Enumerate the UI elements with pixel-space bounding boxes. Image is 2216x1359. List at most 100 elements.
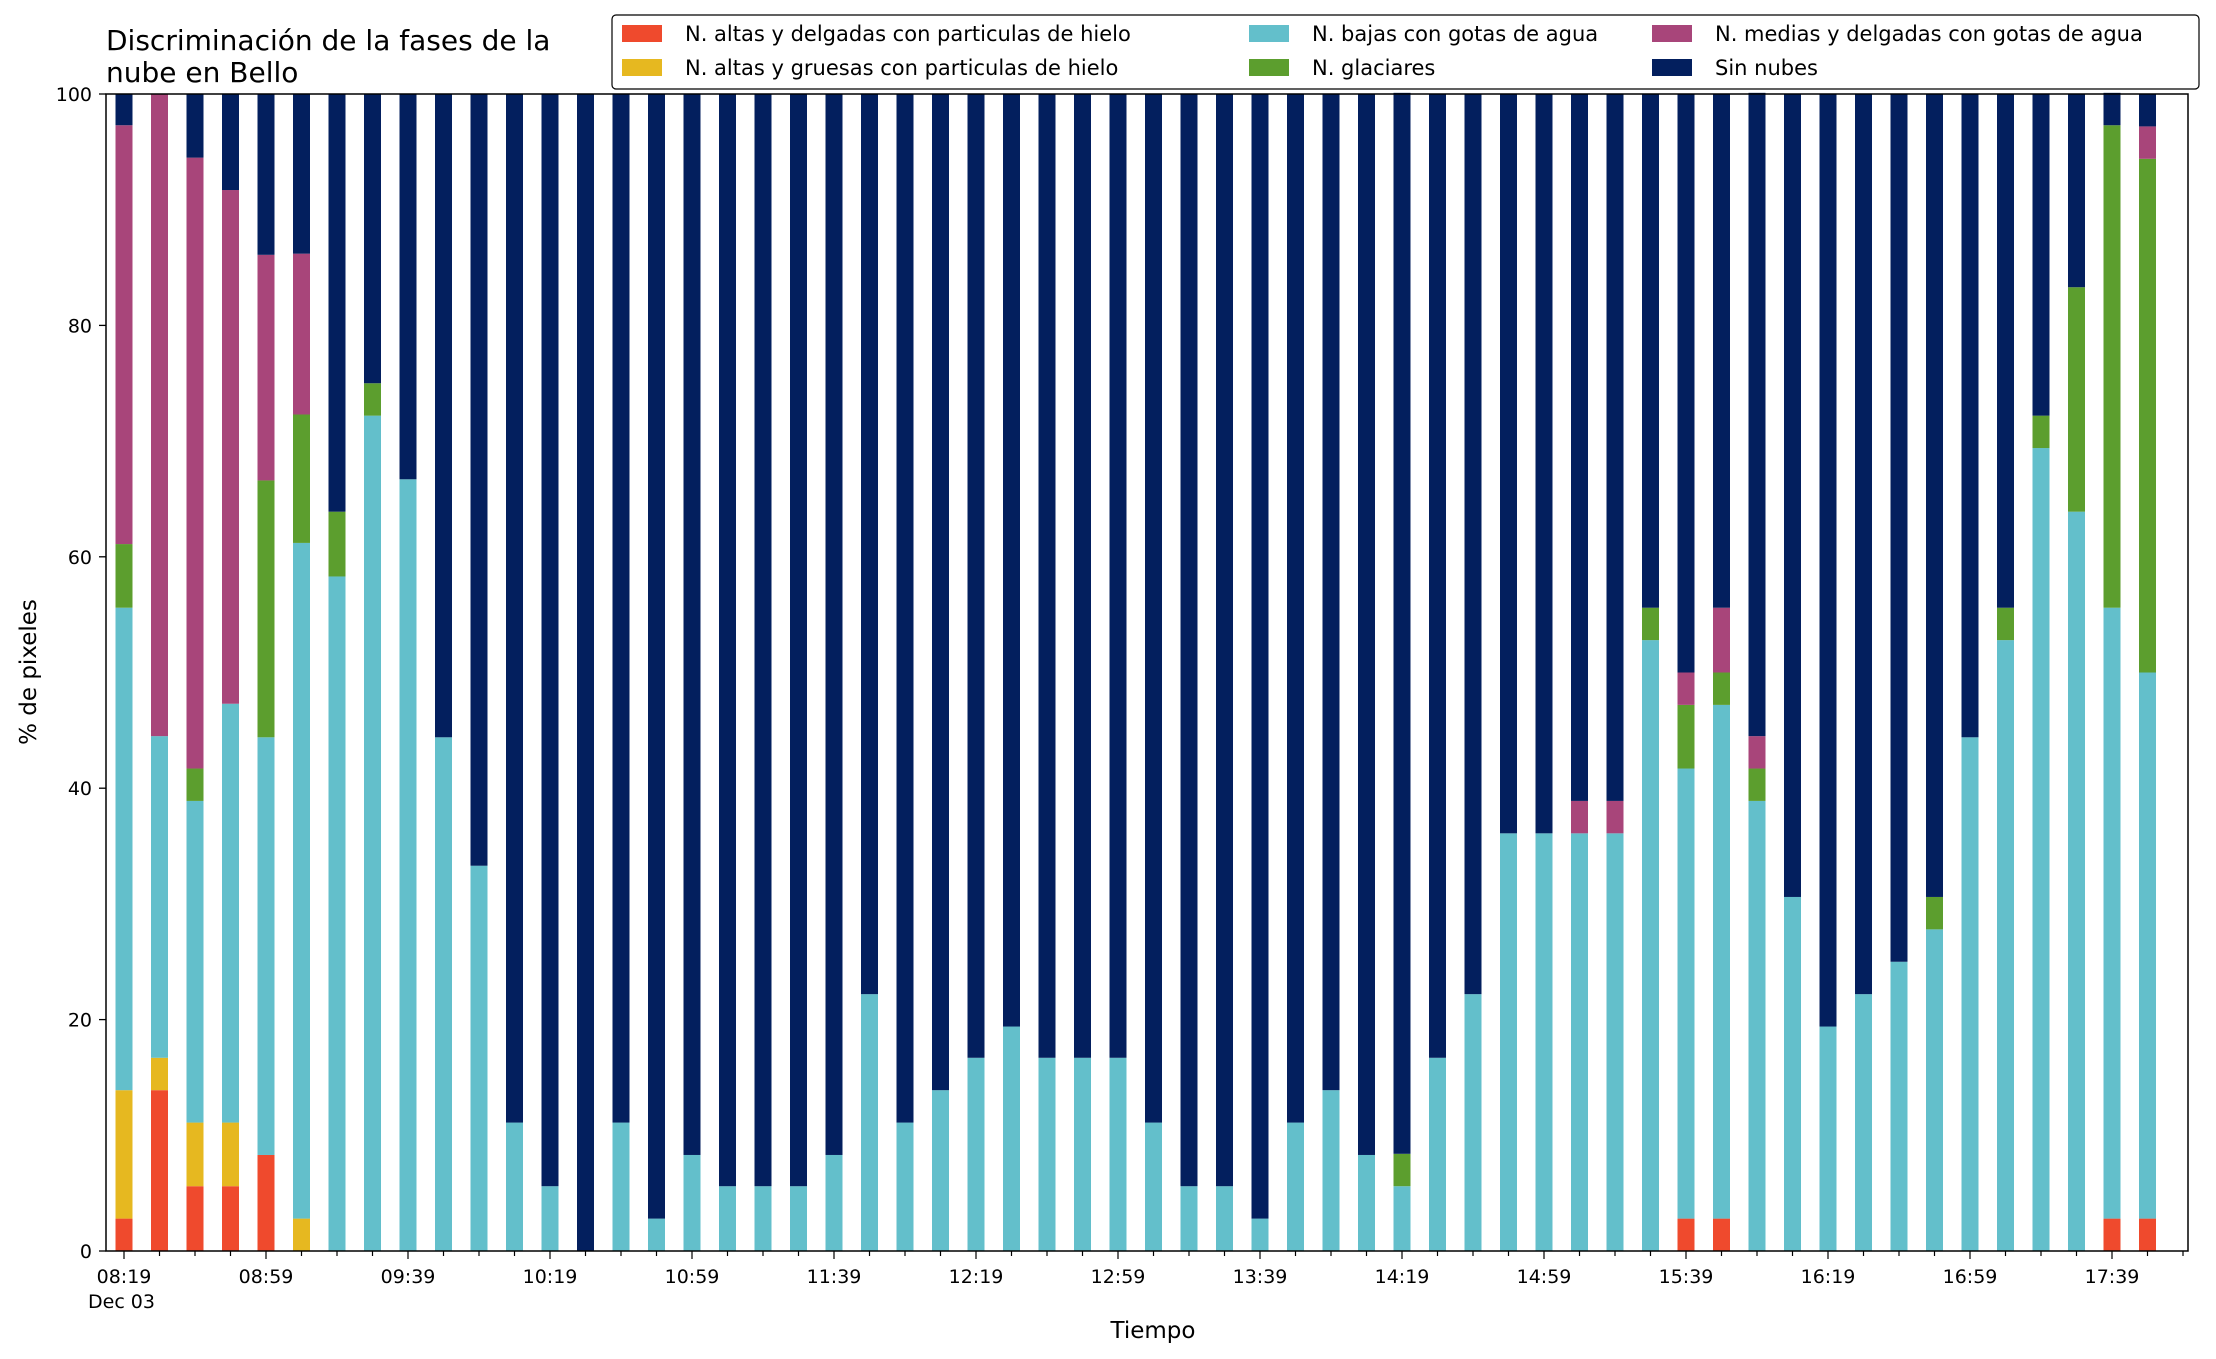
bar-segment (1926, 94, 1943, 897)
bar-segment (2103, 607, 2121, 1219)
bar-segment (932, 1090, 949, 1251)
x-tick-sublabel: Dec 03 (88, 1291, 155, 1313)
y-tick-label: 40 (68, 778, 92, 800)
bar-segment (2032, 415, 2050, 449)
bar-segment (1961, 94, 1979, 738)
bar-segment (1606, 94, 1624, 801)
bar-segment (967, 94, 985, 1058)
bar-segment (1074, 94, 1091, 1058)
bar-segment (1109, 1057, 1127, 1251)
bar-segment (222, 1122, 239, 1187)
bar-segment (2032, 448, 2050, 1251)
bar-segment (115, 125, 133, 545)
bar-segment (435, 737, 452, 1251)
bar-segment (1748, 736, 1766, 769)
bar-segment (1677, 672, 1695, 705)
bar-segment (612, 1122, 630, 1251)
bar-segment (577, 94, 594, 1251)
legend-label: N. altas y delgadas con particulas de hi… (685, 22, 1131, 46)
bar-segment (470, 865, 488, 1251)
bar-segment (1606, 800, 1624, 834)
bar-segment (222, 94, 239, 191)
bar-segment (1571, 94, 1588, 801)
bar-segment (896, 94, 914, 1123)
bar-segment (1961, 737, 1979, 1251)
bar-segment (1642, 640, 1659, 1251)
bar-segment (364, 415, 381, 1251)
bar-segment (1713, 607, 1730, 673)
bar-segment (1322, 1090, 1340, 1251)
bar-segment (896, 1122, 914, 1251)
bar-segment (1535, 833, 1553, 1251)
bar-segment (648, 1218, 665, 1251)
bar-segment (1216, 1186, 1233, 1251)
bar-segment (541, 1186, 559, 1251)
plot-frame (105, 93, 2189, 1252)
bar-segment (1677, 94, 1695, 673)
bar-segment (257, 480, 275, 738)
y-tick-label: 20 (68, 1010, 92, 1032)
y-tick-label: 60 (68, 547, 92, 569)
bar-segment (1003, 1026, 1020, 1251)
bar-segment (151, 94, 168, 737)
legend-label: N. glaciares (1312, 56, 1435, 80)
x-tick-label: 10:19 (523, 1266, 578, 1288)
bar-segment (1642, 94, 1659, 608)
chart-title-line: nube en Bello (106, 56, 298, 89)
bar-segment (1464, 994, 1482, 1251)
bar-segment (1074, 1057, 1091, 1251)
bar-segment (1429, 94, 1446, 1058)
bar-segment (932, 94, 949, 1091)
bar-segment (186, 800, 204, 1123)
x-axis-label: Tiempo (1110, 1318, 1196, 1344)
bar-segment (648, 94, 665, 1219)
bar-segment (2139, 94, 2156, 127)
legend-label: N. bajas con gotas de agua (1312, 22, 1598, 46)
bar-segment (861, 994, 878, 1251)
bar-segment (364, 94, 381, 384)
x-tick-label: 08:19 (97, 1266, 152, 1288)
bar-segment (151, 736, 168, 1058)
bar-segment (1890, 961, 1908, 1251)
bar-segment (2139, 1218, 2156, 1251)
bar-segment (967, 1057, 985, 1251)
bar-segment (1464, 94, 1482, 995)
bar-segment (1393, 1186, 1411, 1251)
bar-segment (1713, 704, 1730, 1219)
bar-segment (1287, 94, 1304, 1123)
legend-label: Sin nubes (1715, 56, 1818, 80)
bar-segment (612, 94, 630, 1123)
bar-segment (1251, 94, 1269, 1219)
bar-segment (328, 94, 346, 512)
bar-segment (1890, 94, 1908, 962)
bar-segment (1322, 94, 1340, 1091)
bar-segment (1784, 896, 1801, 1251)
bar-segment (186, 1122, 204, 1187)
bar-segment (1997, 94, 2014, 608)
x-tick-label: 15:39 (1659, 1266, 1714, 1288)
bar-segment (399, 94, 417, 480)
legend-swatch (1652, 25, 1692, 42)
x-tick-label: 12:59 (1091, 1266, 1146, 1288)
bar-segment (754, 1186, 772, 1251)
bar-segment (719, 1186, 736, 1251)
bar-segment (328, 511, 346, 577)
x-tick-label: 14:19 (1375, 1266, 1430, 1288)
bar-segment (1145, 1122, 1162, 1251)
bar-segment (1997, 640, 2014, 1251)
bar-segment (435, 94, 452, 738)
bar-segment (115, 1218, 133, 1251)
bar-segment (293, 253, 310, 415)
chart-title-line: Discriminación de la fases de la (106, 24, 550, 57)
bar-segment (1109, 94, 1127, 1058)
bar-segment (1642, 607, 1659, 641)
x-tick-label: 10:59 (665, 1266, 720, 1288)
bar-segment (151, 1090, 168, 1251)
bar-segment (1855, 994, 1872, 1251)
bar-segment (186, 157, 204, 769)
legend-label: N. medias y delgadas con gotas de agua (1715, 22, 2143, 46)
y-tick-label: 0 (80, 1241, 92, 1263)
bar-segment (2139, 158, 2156, 673)
bar-segment (1677, 768, 1695, 1219)
